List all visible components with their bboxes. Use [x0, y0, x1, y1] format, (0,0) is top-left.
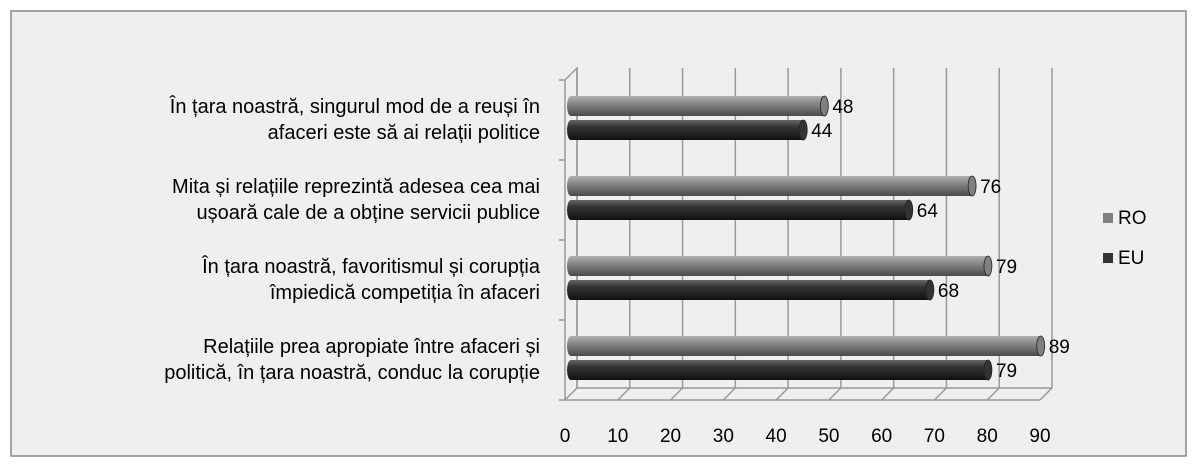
- x-tick-label: 50: [818, 426, 839, 447]
- x-tick-label: 80: [977, 426, 998, 447]
- category-label: În țara noastră, singurul mod de a reuși…: [169, 96, 540, 144]
- grid-line: [617, 68, 631, 401]
- legend-label: RO: [1118, 208, 1147, 229]
- value-label: 79: [996, 257, 1017, 278]
- legend-swatch: [1103, 253, 1113, 263]
- x-tick-label: 70: [924, 426, 945, 447]
- x-tick-label: 10: [607, 426, 628, 447]
- bar-cap: [983, 255, 993, 277]
- bar-cap: [983, 359, 993, 381]
- bar: [571, 360, 988, 380]
- legend-label: EU: [1118, 248, 1144, 269]
- category-label: În țara noastră, favoritismul și corupți…: [202, 256, 540, 304]
- value-label: 68: [938, 281, 959, 302]
- bar-cap: [925, 279, 935, 301]
- x-tick-label: 90: [1029, 426, 1050, 447]
- grid-line: [670, 68, 684, 401]
- bar-cap: [798, 119, 808, 141]
- grid-line: [986, 68, 1000, 401]
- bar-cap: [904, 199, 914, 221]
- x-tick-label: 40: [766, 426, 787, 447]
- value-label: 89: [1049, 337, 1070, 358]
- grid-line: [881, 68, 895, 401]
- value-label: 79: [996, 361, 1017, 382]
- grid-line: [775, 68, 789, 401]
- bar: [571, 176, 973, 196]
- bar: [571, 280, 930, 300]
- value-label: 76: [980, 177, 1001, 198]
- grid-line: [933, 68, 948, 401]
- bar: [571, 200, 909, 220]
- bar: [571, 120, 804, 140]
- x-tick-label: 20: [660, 426, 681, 447]
- grid-line: [564, 68, 578, 401]
- value-label: 48: [832, 97, 853, 118]
- bar-cap: [1036, 335, 1046, 357]
- x-tick-label: 60: [871, 426, 892, 447]
- grid-line: [1039, 68, 1053, 401]
- legend-swatch: [1103, 213, 1113, 223]
- bar: [571, 256, 988, 276]
- grid-line: [828, 68, 842, 401]
- bar: [571, 96, 825, 116]
- bar: [571, 336, 1041, 356]
- bar-cap: [819, 95, 829, 117]
- value-label: 64: [917, 201, 939, 222]
- bar-cap: [967, 175, 977, 197]
- value-label: 44: [811, 121, 833, 142]
- x-tick-label: 0: [560, 426, 571, 447]
- x-tick-label: 30: [713, 426, 734, 447]
- chart-background: [10, 10, 1187, 457]
- grid-line: [722, 68, 737, 401]
- category-label: Mita și relațiile reprezintă adesea cea …: [172, 176, 540, 224]
- category-label: Relațiile prea apropiate între afaceri ș…: [164, 336, 540, 384]
